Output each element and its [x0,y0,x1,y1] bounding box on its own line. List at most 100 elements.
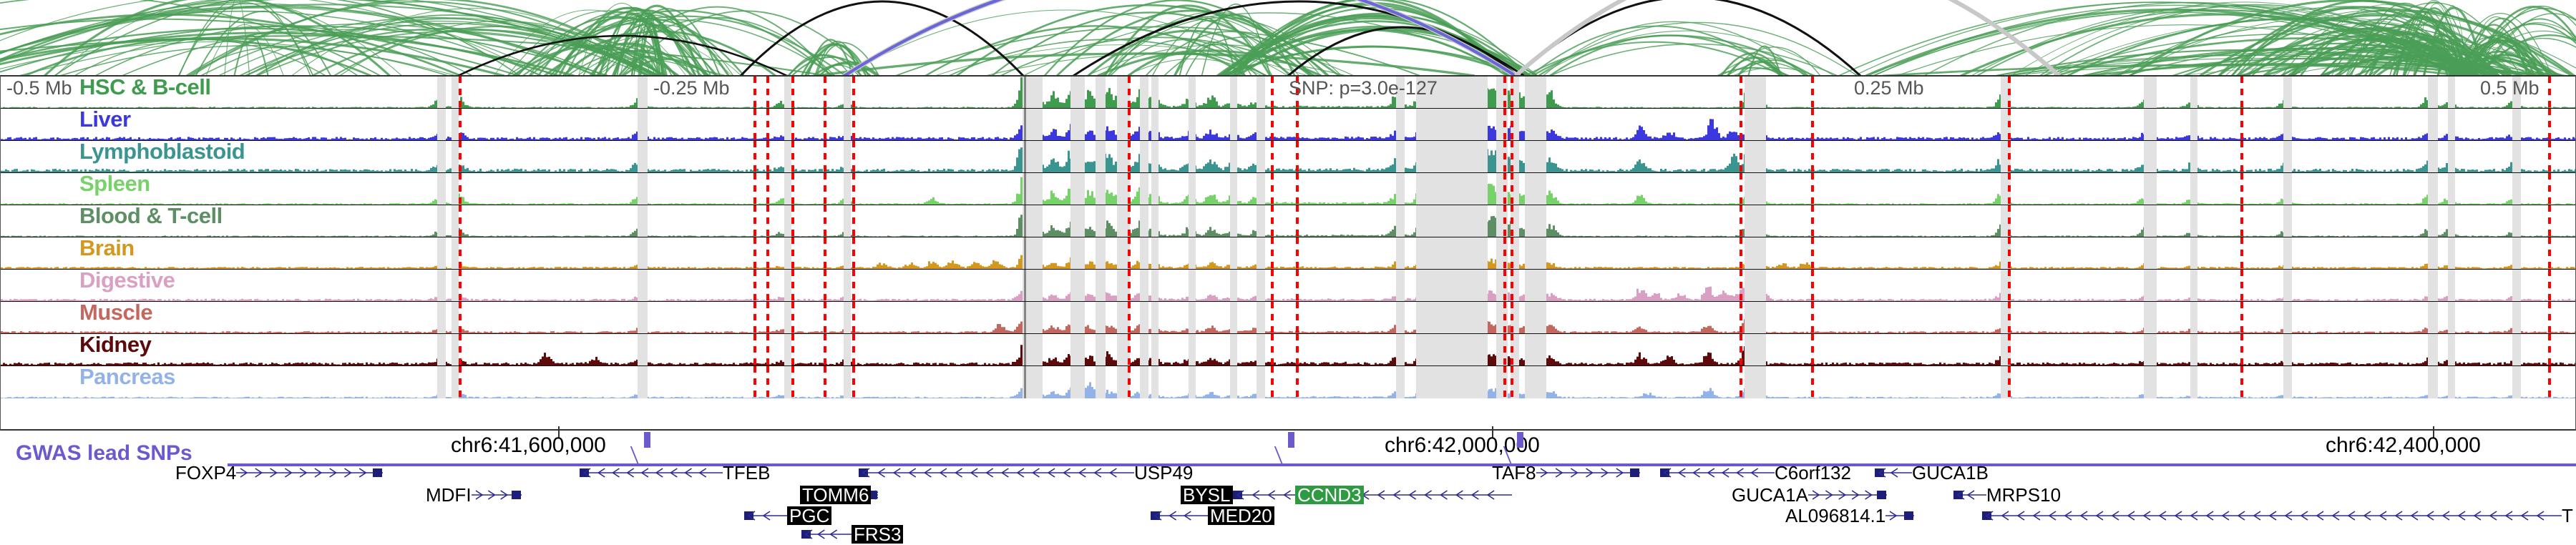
highlight-band [2448,334,2455,365]
highlight-band [2190,109,2197,140]
gene-al096814-1[interactable]: AL096814.1 [1785,505,1915,525]
gene-tomm6[interactable]: TOMM6 [800,484,879,505]
highlight-band [437,173,446,205]
gene-guca1a[interactable]: GUCA1A [1732,484,1887,504]
highlight-band [2283,302,2292,333]
gene-bysl[interactable]: BYSL [1181,484,1512,505]
highlight-band [1525,366,1546,398]
track-liver[interactable]: Liver [1,109,2575,141]
signal-track-container: HSC & B-cell -0.5 Mb -0.25 Mb SNP: p=3.0e-1… [0,75,2576,431]
track-label-brain: Brain [79,237,135,260]
gene-mdfi[interactable]: MDFI [426,484,522,504]
gene-c6orf132[interactable]: C6orf132 [1660,462,1851,482]
highlight-band [2283,366,2292,398]
highlight-band [638,366,648,398]
credible-set-snp-line [2008,109,2011,140]
credible-set-snp-line [766,237,769,269]
highlight-band [1189,237,1196,269]
gene-pgc[interactable]: PGC [744,505,832,526]
credible-set-snp-line [2240,302,2243,333]
highlight-band [1230,173,1237,205]
gwas-snp-marker-1[interactable] [1288,432,1294,448]
gene-tfeb[interactable]: TFEB [580,462,770,482]
gene-usp49[interactable]: USP49 [859,462,1193,482]
credible-set-snp-line [1511,205,1513,237]
highlight-band [1757,237,1766,269]
highlight-band [1096,205,1106,237]
gene-med20[interactable]: MED20 [1151,505,1274,526]
track-label-blood-t-cell: Blood & T-cell [79,205,223,228]
highlight-band [437,302,446,333]
credible-set-snp-line [1511,109,1513,140]
gene-mrps10[interactable]: MRPS10 [1953,484,2061,504]
highlight-band [2428,237,2438,269]
highlight-band [1140,366,1148,398]
credible-set-snp-line [1503,173,1506,205]
highlight-band [452,366,459,398]
credible-set-snp-line [852,141,855,172]
highlight-band [1745,109,1759,140]
highlight-band [1140,173,1148,205]
highlight-band [1096,77,1106,108]
credible-set-snp-line [1511,141,1513,172]
snp-baseline [228,463,2576,466]
credible-set-snp-line [766,270,769,301]
credible-set-snp-line [2240,334,2243,365]
track-hsc-b-cell[interactable]: HSC & B-cell -0.5 Mb -0.25 Mb SNP: p=3.0e-1… [1,77,2575,109]
track-lymphoblastoid[interactable]: Lymphoblastoid [1,141,2575,173]
gene-frs3[interactable]: FRS3 [801,524,904,544]
track-kidney[interactable]: Kidney [1,334,2575,366]
track-spleen[interactable]: Spleen [1,173,2575,205]
track-blood-t-cell[interactable]: Blood & T-cell [1,205,2575,237]
credible-set-snp-line [1503,334,1506,365]
track-digestive[interactable]: Digestive [1,270,2575,302]
highlight-band [1189,302,1196,333]
credible-set-snp-line [1811,334,1814,365]
credible-set-snp-line [2548,173,2551,205]
gwas-lead-snp-track[interactable] [0,432,2576,466]
track-label-digestive: Digestive [79,270,175,293]
highlight-band [2448,77,2455,108]
gene-t-long[interactable]: T [1982,505,2573,525]
track-muscle[interactable]: Muscle [1,302,2575,334]
track-brain[interactable]: Brain [1,237,2575,270]
gene-taf8[interactable]: TAF8 [1492,462,1640,482]
credible-set-snp-line [459,334,462,365]
highlight-band [2448,237,2455,269]
credible-set-snp-line [791,173,794,205]
credible-set-snp-line [1811,366,1814,398]
highlight-band [2512,77,2521,108]
highlight-band [437,366,446,398]
highlight-band [1230,270,1237,301]
highlight-band [1117,141,1130,172]
credible-set-snp-line [2008,334,2011,365]
gwas-snp-marker-2[interactable] [1517,432,1523,448]
credible-set-snp-line [766,109,769,140]
signal-profile-brain [1,250,2575,269]
highlight-band [1151,302,1158,333]
credible-set-snp-line [1271,302,1274,333]
highlight-band [1396,366,1405,398]
highlight-band [1140,270,1148,301]
gene-foxp4[interactable]: FOXP4 [175,462,384,482]
gwas-snp-marker-0[interactable] [644,432,650,448]
credible-set-snp-line [791,237,794,269]
credible-set-snp-line [1296,334,1299,365]
highlight-band [1096,173,1106,205]
credible-set-snp-line [1503,237,1506,269]
highlight-band [1525,270,1546,301]
credible-set-snp-line [1740,205,1742,237]
gene-model [1232,487,1512,503]
highlight-band [784,77,791,108]
track-pancreas[interactable]: Pancreas [1,366,2575,398]
gene-ccnd3[interactable]: CCND3 [1295,484,1364,505]
credible-set-snp-line [1296,109,1299,140]
credible-set-snp-line [459,173,462,205]
highlight-band [1096,366,1106,398]
highlight-band [1416,109,1488,140]
highlight-band [1396,205,1405,237]
credible-set-snp-line [1128,270,1131,301]
highlight-band [1745,141,1759,172]
credible-set-snp-line [791,270,794,301]
gene-guca1b[interactable]: GUCA1B [1875,462,1989,482]
